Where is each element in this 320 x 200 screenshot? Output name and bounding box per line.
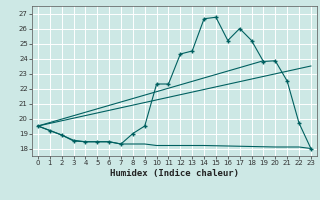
X-axis label: Humidex (Indice chaleur): Humidex (Indice chaleur) bbox=[110, 169, 239, 178]
